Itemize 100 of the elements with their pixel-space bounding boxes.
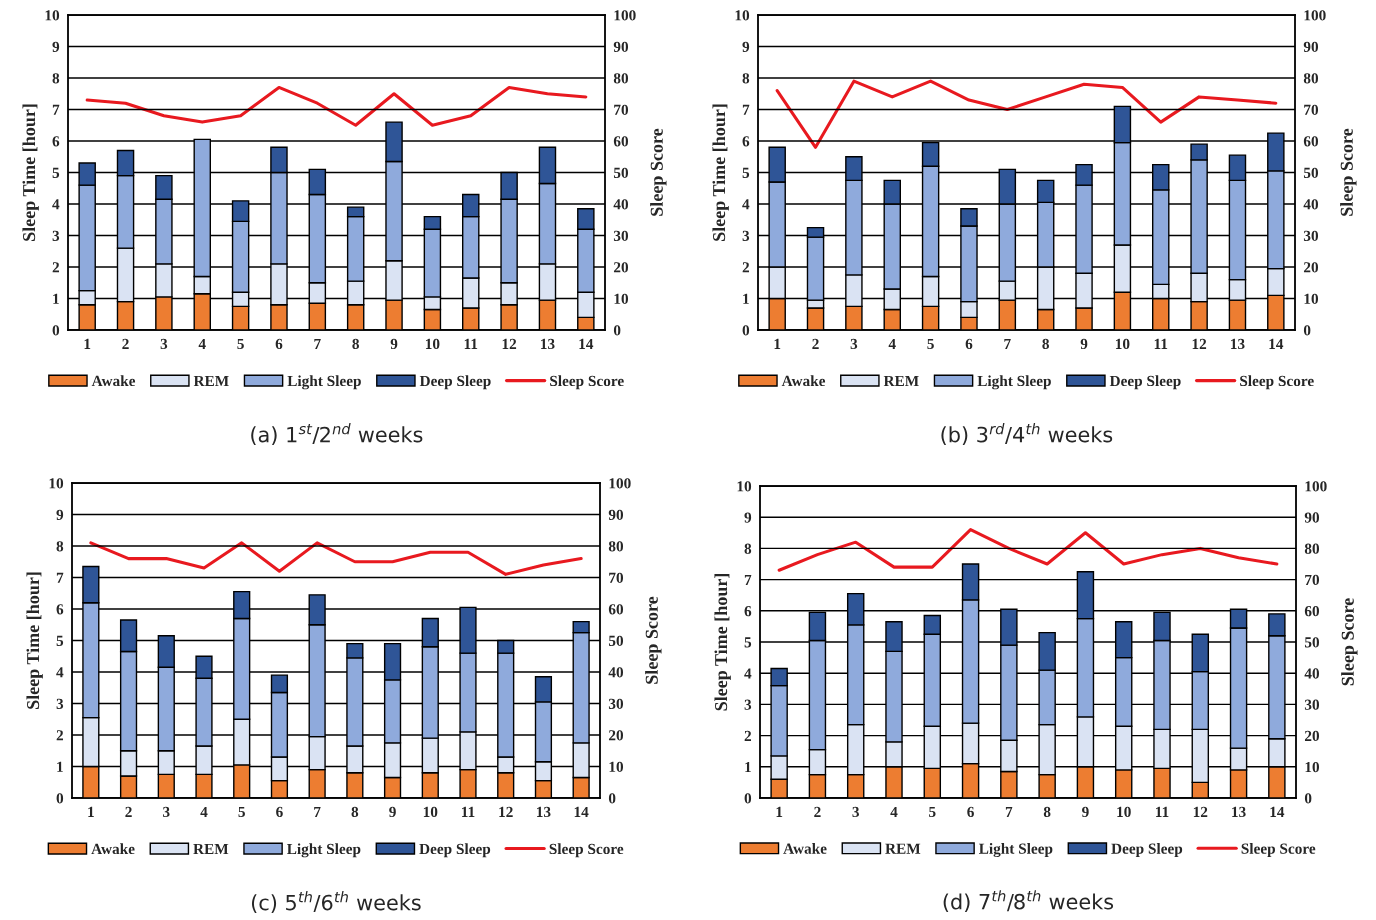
- y2-tick-label: 30: [608, 698, 624, 709]
- x-tick-label: 9: [1082, 806, 1089, 818]
- y-tick-label: 0: [56, 793, 64, 804]
- y-tick-label: 7: [744, 574, 752, 585]
- x-tick-label: 2: [814, 806, 821, 817]
- x-tick-label: 11: [462, 806, 475, 817]
- y-tick-label: 6: [56, 604, 64, 615]
- y2-tick-label: 90: [613, 41, 629, 52]
- y2-tick-label: 10: [614, 293, 629, 304]
- x-tick-label: 6: [965, 338, 973, 350]
- y2-tick-label: 80: [1304, 543, 1320, 554]
- x-tick-label: 4: [890, 806, 898, 817]
- x-tick-label: 4: [888, 338, 896, 349]
- x-tick-label: 12: [499, 806, 513, 817]
- y-tick-label: 9: [742, 41, 750, 52]
- x-tick-label: 6: [275, 338, 283, 350]
- legend-label: Awake: [91, 843, 135, 855]
- x-tick-label: 7: [314, 338, 321, 349]
- y-tick-label: 7: [56, 572, 64, 583]
- y2-tick-label: 80: [1303, 73, 1319, 84]
- y-tick-label: 6: [744, 605, 752, 617]
- y-tick-label: 1: [57, 761, 63, 772]
- y-tick-label: 2: [742, 262, 750, 273]
- legend-label: Sleep Score: [550, 375, 624, 390]
- y-tick-label: 3: [52, 230, 60, 241]
- y-tick-label: 10: [737, 481, 752, 492]
- x-tick-label: 9: [390, 338, 398, 350]
- legend-label: Deep Sleep: [419, 375, 491, 390]
- y-tick-label: 0: [742, 325, 750, 336]
- legend-label: Awake: [91, 375, 136, 387]
- y2-tick-label: 100: [1305, 481, 1327, 492]
- x-tick-label: 2: [812, 338, 819, 349]
- text: (b) 3$^{rd}$/4$^{th}$ weeks: [941, 423, 1113, 445]
- y-tick-label: 10: [45, 10, 60, 21]
- y2-tick-label: 100: [1304, 10, 1326, 21]
- y-tick-label: 8: [52, 73, 60, 84]
- line-series: [85, 85, 588, 127]
- x-tick-label: 11: [1154, 338, 1168, 349]
- x-tick-label: 13: [1232, 806, 1246, 818]
- y-tick-label: 2: [744, 730, 752, 741]
- y2-axis-title: Sleep Score: [645, 596, 662, 684]
- y-tick-label: 5: [744, 637, 752, 648]
- x-tick-label: 5: [238, 806, 245, 818]
- y-tick-label: 4: [744, 668, 752, 679]
- legend-label: Deep Sleep: [1111, 843, 1183, 857]
- x-tick-label: 11: [1156, 806, 1169, 817]
- x-tick-label: 14: [1269, 338, 1284, 349]
- x-tick-label: 10: [425, 338, 440, 350]
- x-tick-label: 1: [84, 338, 91, 349]
- y-tick-label: 1: [745, 762, 751, 773]
- y-tick-label: 2: [56, 730, 64, 741]
- x-tick-label: 5: [929, 806, 936, 818]
- x-tick-label: 1: [774, 338, 781, 349]
- legend-label: Light Sleep: [977, 375, 1051, 390]
- y-tick-label: 7: [52, 104, 60, 115]
- y-axis-title: Sleep Time [hour]: [714, 573, 731, 711]
- y-tick-label: 5: [56, 635, 64, 646]
- y2-tick-label: 0: [613, 325, 621, 336]
- y-tick-label: 3: [744, 699, 752, 710]
- text: (c) 5$^{th}$/6$^{th}$ weeks: [251, 891, 421, 913]
- y2-tick-label: 40: [1304, 668, 1320, 679]
- x-tick-label: 12: [1193, 806, 1208, 817]
- legend-label: Deep Sleep: [1109, 375, 1181, 390]
- x-tick-label: 3: [163, 806, 170, 818]
- x-tick-label: 14: [1270, 806, 1285, 817]
- x-tick-label: 11: [464, 338, 478, 349]
- y2-tick-label: 10: [1305, 761, 1320, 773]
- x-tick-label: 13: [541, 338, 555, 350]
- y-tick-label: 9: [52, 41, 60, 52]
- y2-tick-label: 80: [613, 73, 629, 84]
- y-tick-label: 5: [52, 167, 60, 178]
- legend-label: Light Sleep: [286, 843, 361, 858]
- y2-tick-label: 10: [609, 761, 624, 772]
- y-tick-label: 0: [52, 325, 60, 336]
- y2-tick-label: 100: [609, 478, 631, 489]
- y2-tick-label: 70: [1304, 104, 1319, 115]
- y-tick-label: 9: [744, 512, 752, 523]
- x-tick-label: 14: [579, 338, 594, 349]
- y2-tick-label: 50: [613, 167, 629, 178]
- line-series: [777, 528, 1279, 572]
- y2-tick-label: 40: [613, 199, 629, 210]
- x-tick-label: 9: [389, 806, 396, 818]
- x-tick-label: 5: [237, 338, 244, 350]
- y2-tick-label: 90: [608, 509, 624, 520]
- y2-tick-label: 90: [1303, 41, 1319, 52]
- y2-tick-label: 10: [1304, 293, 1319, 304]
- y-tick-label: 6: [52, 136, 60, 147]
- legend-label: REM: [883, 375, 919, 386]
- x-tick-label: 7: [1005, 806, 1013, 817]
- y2-tick-label: 50: [1304, 637, 1320, 648]
- y-tick-label: 8: [56, 541, 64, 552]
- legend-label: Sleep Score: [1240, 375, 1314, 390]
- legend-label: REM: [885, 843, 921, 854]
- legend-label: REM: [193, 843, 229, 854]
- x-tick-label: 3: [850, 338, 858, 350]
- y-tick-label: 5: [742, 167, 750, 178]
- x-tick-label: 8: [352, 338, 359, 350]
- legend-label: Sleep Score: [1241, 843, 1316, 857]
- legend-label: Deep Sleep: [419, 843, 491, 858]
- y-tick-label: 8: [744, 543, 752, 554]
